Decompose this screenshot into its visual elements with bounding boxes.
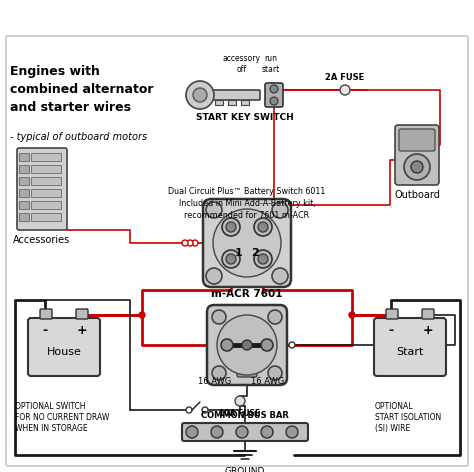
Text: 16 AWG: 16 AWG — [199, 377, 232, 386]
Bar — [31, 201, 61, 209]
Circle shape — [222, 250, 240, 268]
Text: 2: 2 — [251, 248, 259, 258]
Circle shape — [340, 85, 350, 95]
Text: Mini Add-A-Battery Installation Diagram: Mini Add-A-Battery Installation Diagram — [7, 8, 352, 23]
Circle shape — [222, 218, 240, 236]
Circle shape — [411, 161, 423, 173]
Circle shape — [268, 310, 282, 324]
Circle shape — [254, 218, 272, 236]
Circle shape — [213, 209, 281, 277]
FancyBboxPatch shape — [28, 318, 100, 376]
Text: GROUND: GROUND — [225, 467, 265, 472]
Bar — [19, 177, 29, 185]
Circle shape — [270, 97, 278, 105]
Circle shape — [226, 254, 236, 264]
Circle shape — [187, 240, 193, 246]
Bar — [31, 189, 61, 197]
Text: m-ACR 7601: m-ACR 7601 — [211, 289, 283, 299]
Circle shape — [270, 85, 278, 93]
FancyBboxPatch shape — [6, 36, 468, 466]
FancyBboxPatch shape — [76, 309, 88, 319]
Text: accessory
off: accessory off — [223, 54, 261, 74]
Circle shape — [261, 426, 273, 438]
Circle shape — [192, 240, 198, 246]
FancyBboxPatch shape — [399, 129, 435, 151]
Bar — [19, 213, 29, 221]
Circle shape — [211, 426, 223, 438]
FancyBboxPatch shape — [395, 125, 439, 185]
Circle shape — [236, 426, 248, 438]
Circle shape — [404, 154, 430, 180]
FancyBboxPatch shape — [210, 90, 260, 100]
Circle shape — [242, 340, 252, 350]
Circle shape — [235, 396, 245, 406]
Circle shape — [217, 315, 277, 375]
FancyBboxPatch shape — [203, 199, 291, 287]
Text: START KEY SWITCH: START KEY SWITCH — [196, 113, 294, 122]
Text: 10A FUSE: 10A FUSE — [219, 409, 261, 418]
Circle shape — [226, 222, 236, 232]
Text: Outboard: Outboard — [394, 190, 440, 200]
FancyBboxPatch shape — [207, 305, 287, 385]
FancyBboxPatch shape — [17, 148, 67, 230]
FancyBboxPatch shape — [374, 318, 446, 376]
Bar — [19, 189, 29, 197]
Circle shape — [272, 202, 288, 218]
Circle shape — [193, 88, 207, 102]
Text: 1: 1 — [235, 248, 243, 258]
Bar — [31, 177, 61, 185]
Text: 16 AWG: 16 AWG — [251, 377, 284, 386]
FancyBboxPatch shape — [265, 83, 283, 107]
Text: COMMON BUS BAR: COMMON BUS BAR — [201, 411, 289, 420]
Text: OPTIONAL
START ISOLATION
(SI) WIRE: OPTIONAL START ISOLATION (SI) WIRE — [375, 402, 441, 433]
Circle shape — [212, 310, 226, 324]
Circle shape — [186, 81, 214, 109]
Text: House: House — [46, 347, 82, 357]
Bar — [19, 201, 29, 209]
FancyBboxPatch shape — [386, 309, 398, 319]
Circle shape — [186, 426, 198, 438]
FancyBboxPatch shape — [182, 423, 308, 441]
Circle shape — [289, 342, 295, 348]
Circle shape — [206, 268, 222, 284]
FancyBboxPatch shape — [422, 309, 434, 319]
Text: +: + — [423, 324, 433, 337]
FancyBboxPatch shape — [237, 363, 257, 377]
Circle shape — [286, 426, 298, 438]
Circle shape — [272, 268, 288, 284]
Circle shape — [261, 339, 273, 351]
Bar — [19, 153, 29, 161]
Bar — [31, 153, 61, 161]
Bar — [31, 213, 61, 221]
Circle shape — [221, 339, 233, 351]
Bar — [31, 165, 61, 173]
Circle shape — [182, 240, 188, 246]
Text: -: - — [388, 324, 393, 337]
Circle shape — [349, 312, 355, 318]
Bar — [19, 165, 29, 173]
Text: Dual Circuit Plus™ Battery Switch 6011
Included in Mini Add-A-Battery kit,
recom: Dual Circuit Plus™ Battery Switch 6011 I… — [168, 187, 326, 219]
Circle shape — [254, 250, 272, 268]
Text: OPTIONAL SWITCH
FOR NO CURRENT DRAW
WHEN IN STORAGE: OPTIONAL SWITCH FOR NO CURRENT DRAW WHEN… — [15, 402, 109, 433]
Bar — [241, 100, 249, 105]
Circle shape — [258, 222, 268, 232]
Text: +: + — [77, 324, 87, 337]
Text: Accessories: Accessories — [13, 235, 71, 245]
Text: -: - — [43, 324, 47, 337]
Text: run
start: run start — [262, 54, 280, 74]
FancyBboxPatch shape — [40, 309, 52, 319]
Circle shape — [206, 202, 222, 218]
Circle shape — [268, 366, 282, 380]
Bar — [228, 100, 236, 105]
Text: Engines with
combined alternator
and starter wires: Engines with combined alternator and sta… — [10, 65, 154, 114]
Bar — [215, 100, 223, 105]
Text: Start: Start — [396, 347, 424, 357]
Circle shape — [258, 254, 268, 264]
Circle shape — [212, 366, 226, 380]
Circle shape — [139, 312, 145, 318]
Circle shape — [202, 407, 208, 413]
Text: - typical of outboard motors: - typical of outboard motors — [10, 132, 147, 142]
Circle shape — [186, 407, 192, 413]
Text: 2A FUSE: 2A FUSE — [325, 73, 365, 82]
